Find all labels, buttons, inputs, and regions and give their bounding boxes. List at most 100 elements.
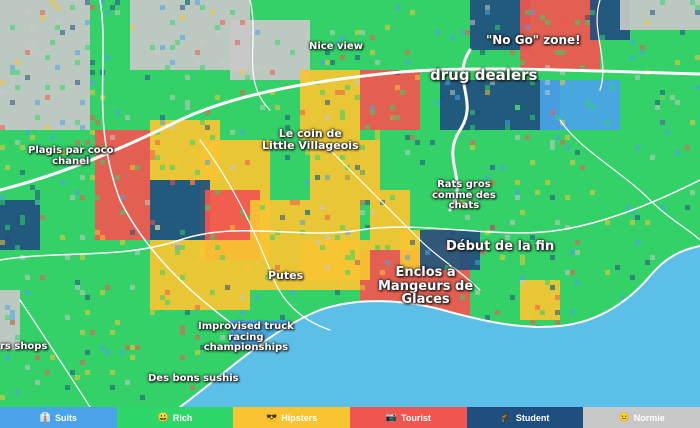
speckle bbox=[75, 130, 80, 135]
speckle bbox=[570, 270, 575, 275]
speckle bbox=[195, 170, 200, 175]
neighborhood-map[interactable] bbox=[0, 0, 700, 407]
speckle bbox=[85, 310, 90, 315]
speckle bbox=[505, 235, 510, 240]
speckle bbox=[25, 75, 30, 80]
speckle bbox=[80, 255, 85, 260]
speckle bbox=[650, 255, 655, 260]
speckle bbox=[55, 375, 60, 380]
speckle bbox=[275, 265, 280, 270]
speckle bbox=[20, 135, 25, 140]
zone-tourist bbox=[360, 70, 420, 130]
speckle bbox=[430, 15, 435, 20]
speckle bbox=[390, 105, 395, 110]
legend-item-rich[interactable]: 😀 Rich bbox=[116, 407, 234, 428]
speckle bbox=[450, 230, 455, 235]
speckle bbox=[110, 60, 115, 65]
speckle bbox=[385, 260, 390, 265]
legend-label: Tourist bbox=[401, 412, 431, 423]
speckle bbox=[350, 250, 355, 255]
legend-item-normie[interactable]: 😐 Normie bbox=[583, 407, 700, 428]
speckle bbox=[75, 285, 80, 290]
speckle bbox=[85, 350, 90, 355]
speckle bbox=[320, 60, 325, 65]
speckle bbox=[0, 90, 5, 95]
speckle bbox=[410, 135, 415, 140]
speckle bbox=[430, 140, 435, 145]
speckle bbox=[370, 210, 375, 215]
speckle bbox=[145, 200, 150, 205]
speckle bbox=[45, 95, 50, 100]
speckle bbox=[460, 200, 465, 205]
speckle bbox=[490, 180, 495, 185]
speckle bbox=[35, 380, 40, 385]
speckle bbox=[555, 320, 560, 325]
speckle bbox=[185, 75, 190, 80]
speckle bbox=[190, 140, 195, 145]
speckle bbox=[290, 290, 295, 295]
speckle bbox=[355, 0, 360, 5]
speckle bbox=[480, 50, 485, 55]
speckle bbox=[345, 270, 350, 275]
speckle bbox=[25, 290, 30, 295]
speckle bbox=[95, 230, 100, 235]
speckle bbox=[90, 60, 95, 65]
speckle bbox=[550, 285, 555, 290]
speckle bbox=[565, 225, 570, 230]
speckle bbox=[320, 205, 325, 210]
speckle bbox=[125, 380, 130, 385]
speckle bbox=[575, 165, 580, 170]
speckle bbox=[550, 215, 555, 220]
speckle bbox=[525, 315, 530, 320]
speckle bbox=[295, 285, 300, 290]
speckle bbox=[335, 290, 340, 295]
speckle bbox=[630, 210, 635, 215]
speckle bbox=[445, 40, 450, 45]
speckle bbox=[665, 130, 670, 135]
speckle bbox=[340, 110, 345, 115]
speckle bbox=[40, 10, 45, 15]
speckle bbox=[110, 35, 115, 40]
speckle bbox=[500, 255, 505, 260]
speckle bbox=[650, 265, 655, 270]
speckle bbox=[5, 345, 10, 350]
speckle bbox=[370, 35, 375, 40]
speckle bbox=[0, 200, 5, 205]
legend-item-hipsters[interactable]: 😎 Hipsters bbox=[233, 407, 351, 428]
speckle bbox=[170, 95, 175, 100]
legend-item-student[interactable]: 🎓 Student bbox=[466, 407, 584, 428]
legend-item-tourist[interactable]: 📷 Tourist bbox=[350, 407, 467, 428]
legend-bar: 👔 Suits 😀 Rich 😎 Hipsters 📷 Tourist 🎓 Student 😐 Nor… bbox=[0, 407, 700, 428]
speckle bbox=[445, 80, 450, 85]
speckle bbox=[30, 25, 35, 30]
speckle bbox=[215, 360, 220, 365]
speckle bbox=[185, 310, 190, 315]
speckle bbox=[520, 190, 525, 195]
speckle bbox=[95, 150, 100, 155]
speckle bbox=[625, 245, 630, 250]
legend-item-suits[interactable]: 👔 Suits bbox=[0, 407, 117, 428]
speckle bbox=[395, 5, 400, 10]
speckle bbox=[15, 245, 20, 250]
speckle bbox=[140, 395, 145, 400]
speckle bbox=[365, 230, 370, 235]
speckle bbox=[570, 310, 575, 315]
speckle bbox=[175, 240, 180, 245]
speckle bbox=[125, 115, 130, 120]
speckle bbox=[510, 295, 515, 300]
speckle bbox=[660, 120, 665, 125]
speckle bbox=[20, 170, 25, 175]
speckle bbox=[335, 90, 340, 95]
speckle bbox=[330, 30, 335, 35]
speckle bbox=[515, 180, 520, 185]
speckle bbox=[620, 295, 625, 300]
speckle bbox=[245, 160, 250, 165]
speckle bbox=[470, 125, 475, 130]
speckle bbox=[60, 200, 65, 205]
speckle bbox=[35, 100, 40, 105]
speckle bbox=[345, 255, 350, 260]
speckle bbox=[215, 30, 220, 35]
speckle bbox=[680, 30, 685, 35]
speckle bbox=[580, 165, 585, 170]
